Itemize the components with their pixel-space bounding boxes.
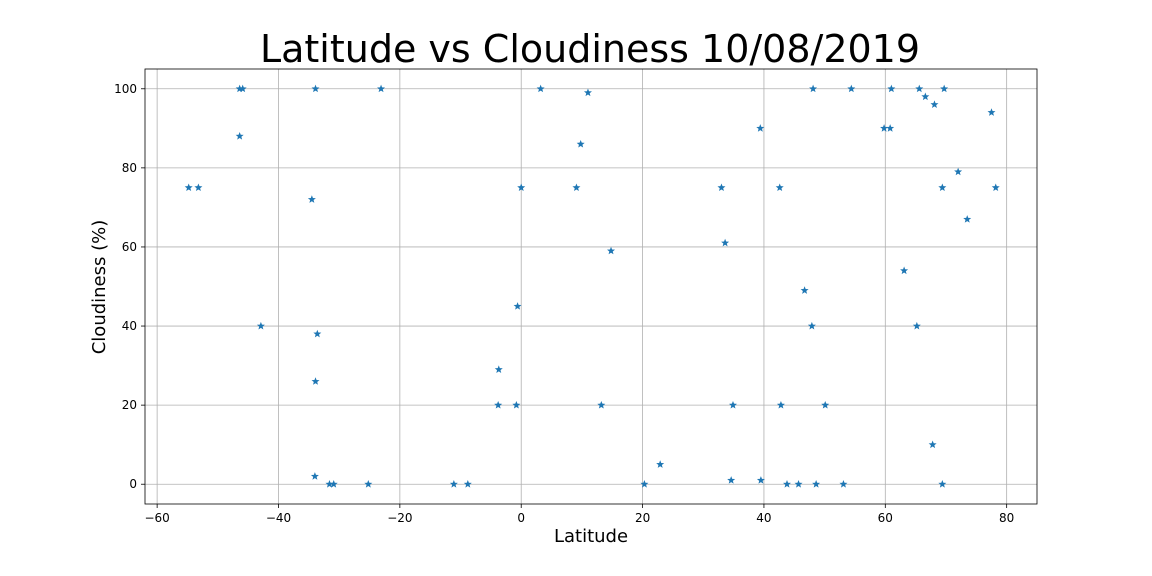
data-point: [938, 183, 947, 192]
data-point: [325, 480, 334, 488]
y-tick-label: 100: [114, 82, 137, 96]
y-tick-label: 60: [122, 240, 137, 254]
data-point: [887, 84, 896, 93]
data-point: [512, 400, 521, 409]
data-point: [821, 400, 830, 409]
x-tick-label: −60: [144, 511, 169, 525]
data-point: [775, 183, 784, 192]
x-tick-label: −20: [387, 511, 412, 525]
data-point: [238, 84, 247, 93]
data-point: [235, 84, 244, 93]
data-point: [729, 400, 737, 409]
data-point: [517, 183, 526, 192]
data-point: [583, 88, 592, 97]
data-point: [776, 400, 785, 409]
data-point: [449, 480, 458, 488]
data-point: [938, 480, 947, 488]
data-point: [783, 480, 791, 488]
data-point: [900, 266, 909, 275]
data-point: [721, 238, 730, 247]
data-point: [494, 365, 503, 373]
x-tick-label: 60: [878, 511, 893, 525]
data-point: [194, 183, 203, 192]
data-point: [463, 480, 472, 488]
data-point: [307, 195, 316, 203]
x-tick-label: 0: [517, 511, 525, 525]
data-point: [656, 460, 665, 468]
data-point: [727, 476, 736, 484]
data-point: [847, 84, 856, 93]
data-point: [377, 84, 386, 93]
data-point: [756, 124, 765, 132]
y-tick-label: 0: [129, 477, 137, 491]
data-point: [800, 286, 809, 294]
data-point: [921, 92, 930, 101]
data-point: [313, 329, 322, 338]
data-point: [807, 321, 816, 330]
data-point: [597, 400, 606, 409]
data-point: [839, 480, 848, 488]
y-tick-label: 40: [122, 319, 137, 333]
data-point: [184, 183, 193, 192]
data-point: [809, 84, 818, 93]
grid-lines: [145, 69, 1037, 504]
data-point: [572, 183, 581, 192]
chart-title: Latitude vs Cloudiness 10/08/2019: [260, 27, 920, 71]
data-point: [930, 100, 939, 108]
data-point: [310, 472, 319, 480]
data-point: [311, 377, 320, 385]
data-point: [256, 321, 265, 330]
data-point: [329, 480, 338, 488]
y-tick-label: 80: [122, 161, 137, 175]
data-point: [954, 167, 963, 176]
data-point: [717, 183, 726, 192]
data-point: [576, 139, 585, 148]
data-point: [886, 124, 895, 132]
data-point: [607, 246, 616, 255]
data-point: [311, 84, 320, 93]
y-axis-label: Cloudiness (%): [89, 220, 110, 355]
x-tick-label: 20: [635, 511, 650, 525]
data-point: [991, 183, 1000, 192]
data-point: [494, 400, 503, 409]
y-tick-label: 20: [122, 398, 137, 412]
data-point: [640, 480, 649, 488]
x-tick-label: 80: [999, 511, 1014, 525]
data-point: [235, 132, 244, 140]
data-point: [915, 84, 924, 93]
data-point: [963, 215, 972, 223]
axis-ticks: −60 −40 −20 0 20 40 60 80 0 20 40 60 80 100: [114, 82, 1014, 525]
data-point: [794, 480, 803, 488]
data-point: [987, 108, 996, 116]
x-tick-label: 40: [756, 511, 771, 525]
data-point: [513, 302, 522, 310]
data-point: [756, 476, 765, 484]
data-point: [536, 84, 545, 93]
x-tick-label: −40: [266, 511, 291, 525]
data-point: [912, 321, 921, 330]
data-point: [812, 480, 821, 488]
data-point: [928, 440, 937, 449]
data-points: [184, 84, 1000, 488]
data-point: [940, 84, 949, 93]
data-point: [880, 124, 889, 132]
data-point: [364, 480, 373, 488]
plot-frame: [144, 68, 1038, 505]
x-axis-label: Latitude: [554, 526, 628, 547]
